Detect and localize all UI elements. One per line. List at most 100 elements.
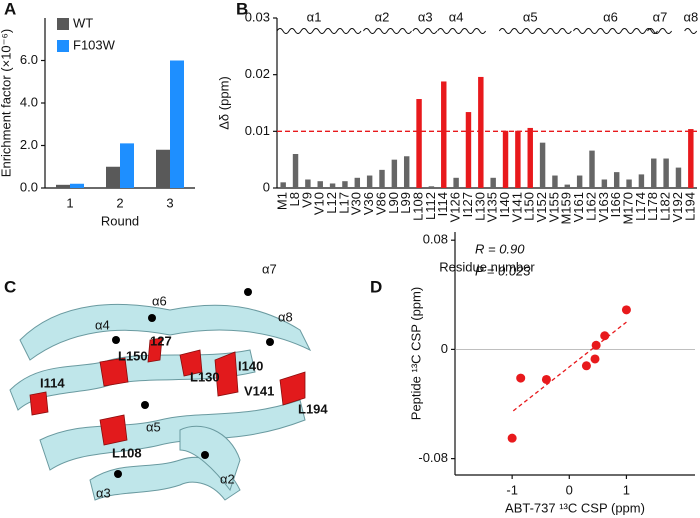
- x-tick-label: V126: [448, 192, 463, 222]
- x-tick-label: V152: [534, 192, 549, 222]
- panel-label: A: [4, 0, 16, 18]
- point: [507, 433, 517, 443]
- x-tick-label: 0: [566, 482, 573, 497]
- helix-wave: [412, 28, 438, 34]
- x-tick-label: V163: [596, 192, 611, 222]
- bar: [465, 112, 472, 188]
- helix-wave: [498, 28, 572, 34]
- x-tick-label: L194: [682, 192, 697, 221]
- bar: [170, 60, 184, 188]
- structure-label: α8: [278, 309, 293, 324]
- point: [591, 340, 601, 350]
- bar: [441, 81, 447, 188]
- legend-label: WT: [73, 15, 93, 30]
- helix-label: α5: [523, 9, 538, 24]
- bar: [601, 179, 608, 188]
- panel-label: C: [4, 277, 16, 296]
- point: [516, 373, 526, 383]
- structure-label: α3: [96, 485, 111, 500]
- point: [621, 305, 631, 315]
- x-tick-label: L178: [645, 192, 660, 221]
- bar: [280, 182, 286, 188]
- bar: [56, 184, 70, 188]
- bar: [428, 186, 435, 188]
- helix-wave: [684, 28, 698, 34]
- bar: [675, 167, 682, 188]
- point: [590, 354, 600, 364]
- helix-label: α4: [449, 9, 464, 24]
- x-tick-label: M170: [620, 192, 635, 225]
- y-axis-title: Peptide ¹³C CSP (ppm): [408, 287, 423, 420]
- bar: [626, 179, 632, 188]
- x-tick-label: L12: [324, 192, 339, 214]
- bar: [329, 183, 336, 188]
- x-tick-label: L130: [472, 192, 487, 221]
- bar: [527, 127, 533, 188]
- helix-wave: [363, 28, 412, 34]
- x-tick-label: 2: [116, 195, 123, 210]
- bar: [156, 149, 170, 188]
- y-tick-label: -0.08: [418, 450, 448, 465]
- x-tick-label: L174: [633, 192, 648, 221]
- bar: [638, 174, 645, 188]
- structure-label: L130: [190, 369, 220, 384]
- x-tick-label: L99: [398, 192, 413, 214]
- x-tick-label: L90: [386, 192, 401, 214]
- bar: [688, 129, 694, 188]
- x-tick-label: M159: [559, 192, 574, 225]
- bar: [515, 130, 521, 188]
- structure-label: 127: [150, 333, 172, 348]
- y-tick-label: 0: [441, 341, 448, 356]
- y-axis-title: Δδ (ppm): [216, 76, 231, 129]
- bar: [564, 184, 571, 188]
- bar: [613, 172, 620, 188]
- x-axis-title: Round: [101, 213, 139, 228]
- x-tick-label: V155: [546, 192, 561, 222]
- x-tick-label: L112: [423, 192, 438, 220]
- helix-wave: [276, 28, 362, 34]
- structure-label: V141: [244, 383, 274, 398]
- x-tick-label: I114: [435, 192, 450, 216]
- x-tick-label: -1: [506, 482, 518, 497]
- bar: [490, 177, 496, 188]
- structure-label: α4: [95, 317, 110, 332]
- y-tick-label: 0.0: [20, 179, 38, 194]
- x-tick-label: L150: [522, 192, 537, 221]
- x-tick-label: V135: [485, 192, 500, 222]
- x-tick-label: 1: [623, 482, 630, 497]
- x-tick-label: I166: [608, 192, 623, 217]
- bar: [403, 156, 410, 188]
- fit-line: [512, 321, 627, 412]
- x-tick-label: L17: [336, 192, 351, 214]
- point: [541, 374, 551, 384]
- x-tick-label: 3: [166, 195, 173, 210]
- structure-label: α2: [220, 471, 235, 486]
- legend-label: F103W: [73, 37, 116, 52]
- legend-swatch: [57, 18, 69, 30]
- y-tick-label: 2.0: [20, 137, 38, 152]
- structure-label: I140: [238, 358, 263, 373]
- x-tick-label: V10: [312, 192, 327, 215]
- x-axis-title: ABT-737 ¹³C CSP (ppm): [505, 500, 645, 515]
- bar: [539, 142, 546, 188]
- panel-label: D: [370, 277, 382, 296]
- bar: [342, 181, 348, 188]
- x-tick-label: 1: [66, 195, 73, 210]
- helix-label: α7: [653, 9, 668, 24]
- structure-label: α6: [152, 293, 167, 308]
- annotation: R = 0.90: [475, 241, 525, 256]
- legend-swatch: [57, 40, 69, 52]
- bar: [576, 175, 583, 188]
- bar: [292, 154, 299, 188]
- structure-label: L108: [112, 445, 142, 460]
- bar: [502, 130, 509, 188]
- y-tick-label: 0.02: [245, 66, 270, 81]
- annotation: P = 0.023: [475, 263, 531, 278]
- x-tick-label: M1: [275, 192, 290, 210]
- bar: [120, 143, 134, 188]
- bar: [391, 159, 398, 188]
- bar: [305, 179, 311, 188]
- x-tick-label: V36: [361, 192, 376, 215]
- x-tick-label: I127: [460, 192, 475, 217]
